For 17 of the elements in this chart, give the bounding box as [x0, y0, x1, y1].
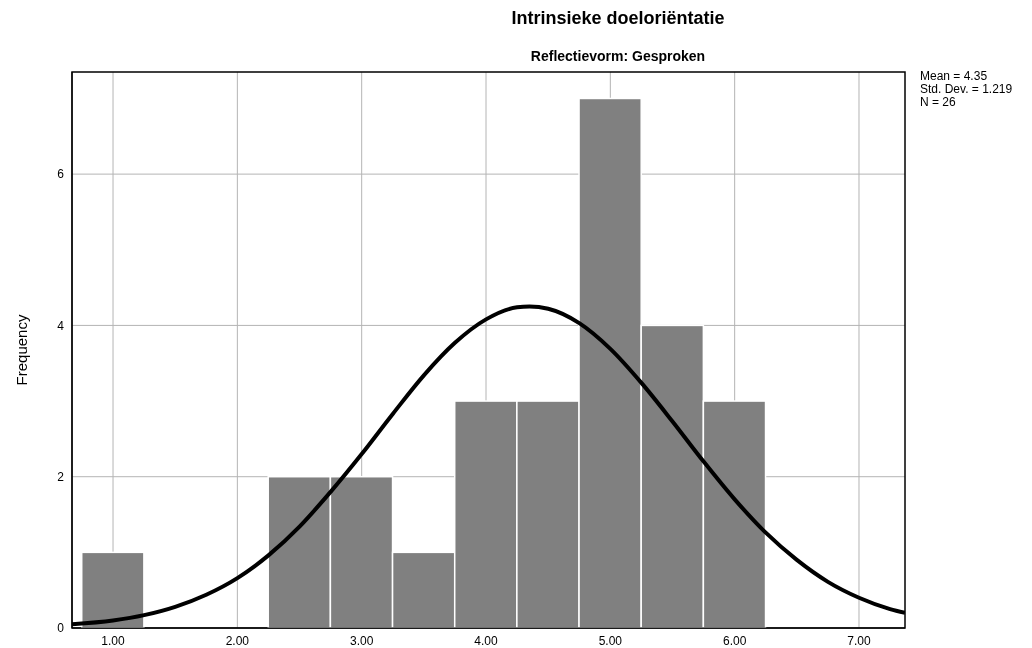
y-tick-label: 4 [57, 318, 65, 333]
y-axis-title: Frequency [13, 314, 31, 386]
x-tick-label: 4.00 [474, 633, 499, 648]
y-tick-label: 0 [57, 621, 65, 636]
y-tick-label: 6 [57, 167, 65, 182]
x-tick-label: 1.00 [101, 633, 126, 648]
x-tick-label: 6.00 [722, 633, 747, 648]
x-tick-label: 5.00 [598, 633, 623, 648]
y-tick-label: 2 [57, 469, 65, 484]
text: Mean = 4.35 [920, 69, 989, 83]
chart-title: Intrinsieke doeloriëntatie [510, 8, 726, 29]
text: Std. Dev. = 1.219 [920, 82, 1013, 96]
x-tick-label: 7.00 [847, 633, 871, 648]
chart-subtitle: Reflectievorm: Gesproken [529, 48, 707, 64]
text: N = 26 [920, 95, 957, 109]
x-tick-label: 2.00 [225, 633, 250, 648]
x-tick-label: 3.00 [350, 633, 374, 648]
